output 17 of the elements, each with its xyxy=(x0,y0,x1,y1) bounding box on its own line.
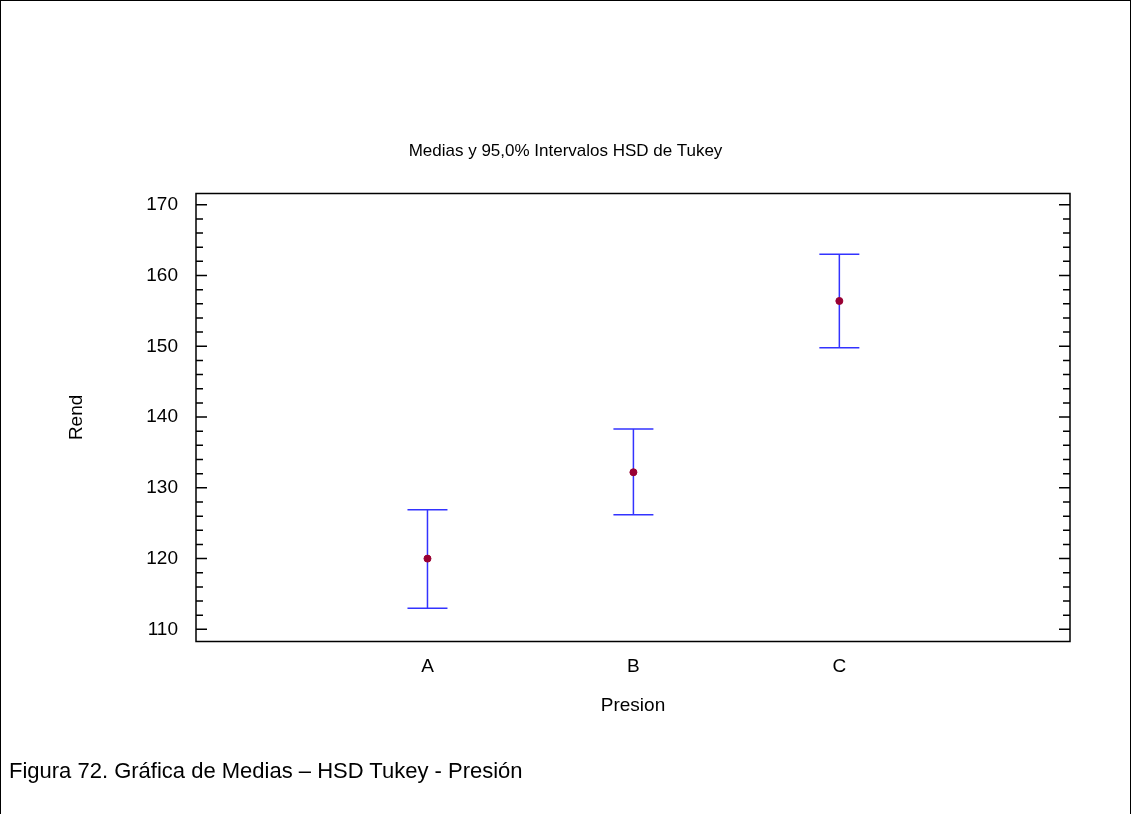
y-tick-label: 130 xyxy=(146,476,178,498)
chart-title: Medias y 95,0% Intervalos HSD de Tukey xyxy=(408,140,723,160)
y-tick-label: 110 xyxy=(147,617,178,639)
x-tick-label: B xyxy=(627,655,640,677)
point xyxy=(629,468,638,477)
y-tick-label: 170 xyxy=(146,192,178,214)
x-axis-title: Presion xyxy=(600,693,666,715)
y-tick-label: 120 xyxy=(146,546,178,568)
y-tick-label: 140 xyxy=(146,405,178,427)
point xyxy=(835,296,844,305)
x-tick-label: A xyxy=(421,655,435,677)
text: Figura 72. Gráfica de Medias – HSD Tukey - Presión xyxy=(9,758,523,784)
y-axis-title: Rend xyxy=(64,394,86,441)
point xyxy=(423,554,432,563)
x-tick-label: C xyxy=(832,655,847,677)
y-tick-label: 160 xyxy=(146,263,178,285)
y-tick-label: 150 xyxy=(146,334,178,356)
